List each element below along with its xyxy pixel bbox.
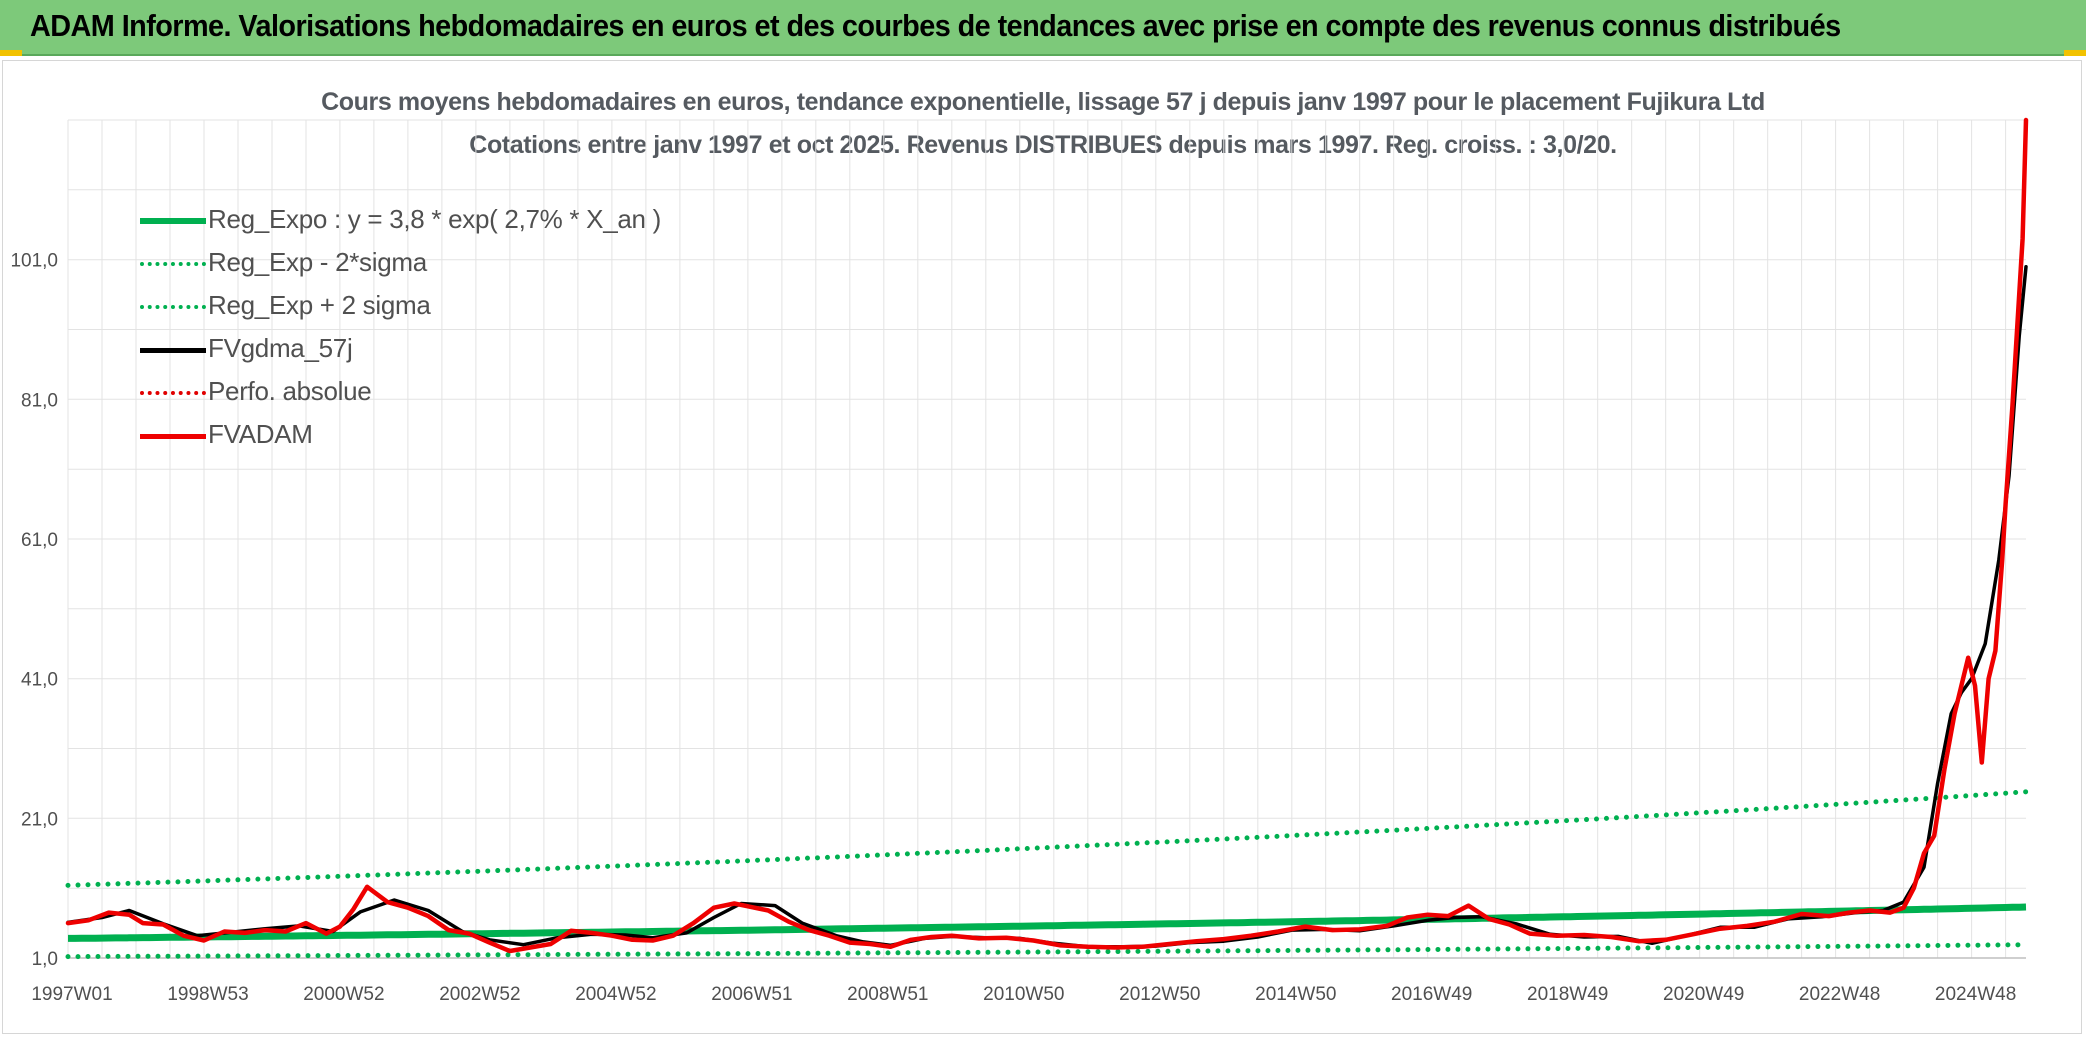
corner-mark-left bbox=[0, 50, 22, 56]
series-lines bbox=[65, 117, 2029, 960]
chart-frame bbox=[2, 60, 2082, 1034]
x-tick-label: 1998W53 bbox=[167, 984, 248, 1005]
x-tick-label: 2014W50 bbox=[1255, 984, 1336, 1005]
y-tick-label: 41,0 bbox=[21, 670, 58, 691]
legend-swatch-perfo bbox=[140, 391, 206, 395]
y-tick-label: 81,0 bbox=[21, 390, 58, 411]
series-line-reg-plus bbox=[65, 789, 2029, 888]
chart-subtitle: Cotations entre janv 1997 et oct 2025. R… bbox=[469, 131, 1617, 159]
series-line-fvgdma bbox=[66, 264, 2028, 949]
x-tick-label: 2018W49 bbox=[1527, 984, 1608, 1005]
y-tick-label: 61,0 bbox=[21, 530, 58, 551]
report-title: ADAM Informe. Valorisations hebdomadaire… bbox=[30, 8, 1841, 43]
x-tick-label: 2020W49 bbox=[1663, 984, 1744, 1005]
x-tick-label: 2006W51 bbox=[711, 984, 792, 1005]
legend-swatch-fvgdma bbox=[140, 347, 206, 353]
legend-swatch-reg-plus bbox=[140, 305, 206, 309]
legend-swatch-reg-expo bbox=[140, 218, 206, 224]
legend-label: Reg_Exp + 2 sigma bbox=[208, 290, 431, 320]
corner-mark-right bbox=[2064, 50, 2086, 56]
y-tick-label: 1,0 bbox=[32, 949, 58, 970]
legend-label: Reg_Expo : y = 3,8 * exp( 2,7% * X_an ) bbox=[208, 204, 661, 234]
x-tick-label: 2000W52 bbox=[303, 984, 384, 1005]
x-tick-label: 2016W49 bbox=[1391, 984, 1472, 1005]
x-tick-label: 2004W52 bbox=[575, 984, 656, 1005]
legend-label: FVADAM bbox=[208, 419, 313, 449]
legend-label: Reg_Exp - 2*sigma bbox=[208, 247, 427, 277]
x-tick-label: 2022W48 bbox=[1799, 984, 1880, 1005]
grid-lines bbox=[67, 119, 2026, 959]
series-line-reg-expo bbox=[68, 903, 2027, 942]
legend-swatch-fvadam bbox=[140, 433, 206, 439]
legend-label: Perfo. absolue bbox=[208, 376, 372, 406]
x-tick-label: 2010W50 bbox=[983, 984, 1064, 1005]
axis-labels: 1,0 21,0 41,0 61,0 81,0 101,0 1997W01 1998W53 20… bbox=[10, 251, 2016, 1005]
legend-swatch-reg-minus bbox=[140, 262, 206, 266]
y-tick-label: 21,0 bbox=[21, 809, 58, 830]
report-banner: ADAM Informe. Valorisations hebdomadaire… bbox=[0, 0, 2086, 56]
series-line-reg-minus bbox=[65, 942, 2029, 960]
x-tick-label: 2012W50 bbox=[1119, 984, 1200, 1005]
y-tick-label: 101,0 bbox=[10, 251, 58, 272]
series-line-fvadam bbox=[65, 117, 2029, 954]
x-tick-label: 2002W52 bbox=[439, 984, 520, 1005]
chart-title: Cours moyens hebdomadaires en euros, ten… bbox=[321, 88, 1765, 116]
x-tick-label: 2024W48 bbox=[1935, 984, 2016, 1005]
x-tick-label: 1997W01 bbox=[31, 984, 112, 1005]
x-tick-label: 2008W51 bbox=[847, 984, 928, 1005]
legend-label: FVgdma_57j bbox=[208, 333, 353, 363]
